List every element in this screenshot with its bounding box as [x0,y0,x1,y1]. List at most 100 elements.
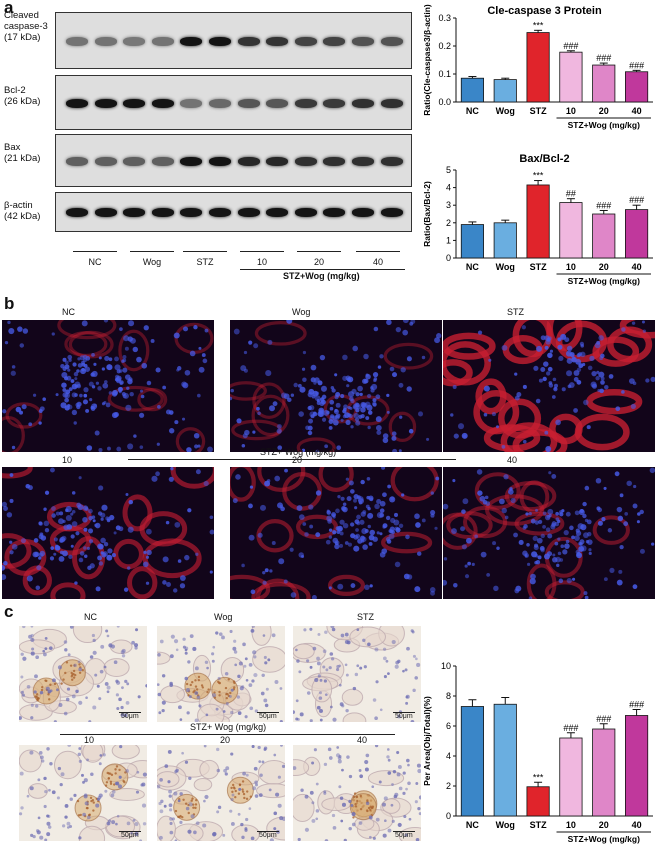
scale-bar-label: 50μm [259,713,277,720]
y-tick-label: 4 [446,183,451,193]
scale-bar [393,831,415,832]
scale-bar-label: 50μm [259,832,277,839]
blot-band [66,156,88,166]
chart-title: Bax/Bcl-2 [519,153,569,165]
ihc-label: 20 [220,735,231,745]
blot-band [323,98,346,108]
fluor-group-label: STZ+ Wog (mg/kg) [260,447,337,457]
treatment-bracket [240,269,405,270]
y-tick-label: 10 [441,661,451,671]
blot-band [294,98,317,108]
y-tick-label: 4 [446,751,451,761]
ihc-label: Wog [214,612,233,622]
lane-underline [297,251,341,252]
significance-label: ### [596,53,611,63]
blot-band [209,208,231,217]
blot-label-line: (42 kDa) [4,211,41,222]
fluorescence-image [443,320,655,452]
blot-label-line: (17 kDa) [4,32,41,43]
blot-band [352,208,374,217]
bar [559,202,583,259]
blot-lane-label: Wog [142,257,162,267]
blot-band [323,208,346,217]
blot-band [180,156,203,166]
bar [460,706,484,817]
fluorescence-label: Wog [292,307,311,317]
category-label: STZ [530,262,548,272]
ihc-image: 50μm [293,745,421,841]
bar [559,737,583,817]
ihc-group-label: STZ+ Wog (mg/kg) [190,722,267,732]
group-label: STZ+Wog (mg/kg) [568,276,640,286]
blot-band [352,36,374,46]
scale-bar-label: 50μm [121,832,139,839]
category-label: 20 [599,820,609,830]
y-tick-label: 3 [446,200,451,210]
significance-label: ## [566,189,576,199]
blot-band [151,156,174,166]
blot-band [180,208,203,217]
blot-band [266,98,289,108]
significance-label: ### [563,41,578,51]
blot-label-line: Bcl-2 [4,85,26,96]
y-axis-label: Per Area(Obj/Total)(%) [422,696,432,786]
group-label: STZ+Wog (mg/kg) [568,834,640,844]
blot-0 [55,12,412,69]
blot-band [352,156,374,166]
bar [493,703,517,817]
ihc-image: 50μm [157,626,285,722]
bar [592,64,616,103]
bar [625,209,649,259]
blot-lane-label: STZ [196,257,214,267]
chart-per-area: 0 2 4 6 8 10 Per Area(Obj/Total)(%) NC Wog *** STZ… [422,661,653,844]
blot-band [380,36,403,46]
fluorescence-label: 20 [292,455,303,465]
bar [493,222,517,259]
fluor-group-line [128,459,456,460]
significance-label: ### [563,723,578,733]
blot-band [294,156,317,166]
y-tick-label: 0.3 [438,13,451,23]
bar [460,77,484,103]
y-tick-label: 1 [446,235,451,245]
blot-band [151,36,174,46]
blot-band [380,98,403,108]
category-label: STZ [530,106,548,116]
y-tick-label: 6 [446,721,451,731]
y-tick-label: 0.1 [438,69,451,79]
significance-label: ### [629,60,644,70]
fluorescence-label: NC [62,307,75,317]
category-label: NC [466,820,479,830]
ihc-image: 50μm [157,745,285,841]
y-tick-label: 5 [446,165,451,175]
fluorescence-image [2,320,214,452]
blot-label-line: (26 kDa) [4,96,41,107]
category-label: Wog [496,820,515,830]
ihc-label: 10 [84,735,95,745]
ihc-group-line [60,734,395,735]
blot-1 [55,75,412,130]
group-label: STZ+Wog (mg/kg) [568,120,640,130]
bar [592,728,616,817]
blot-band [323,36,346,46]
blot-band [266,36,289,46]
y-tick-label: 2 [446,218,451,228]
blot-band [123,156,146,166]
blot-band [209,98,231,108]
lane-underline [183,251,227,252]
y-tick-label: 0.2 [438,41,451,51]
category-label: 20 [599,106,609,116]
ihc-label: STZ [357,612,374,622]
blot-band [123,98,146,108]
blot-band [151,208,174,217]
blot-band [66,36,88,46]
category-label: 40 [632,820,642,830]
significance-label: *** [533,772,544,782]
category-label: NC [466,262,479,272]
ihc-image: 50μm [19,745,147,841]
significance-label: *** [533,171,544,181]
blot-label-line: (21 kDa) [4,153,41,164]
blot-band [352,98,374,108]
bar [526,786,550,817]
fluorescence-image [230,320,442,452]
